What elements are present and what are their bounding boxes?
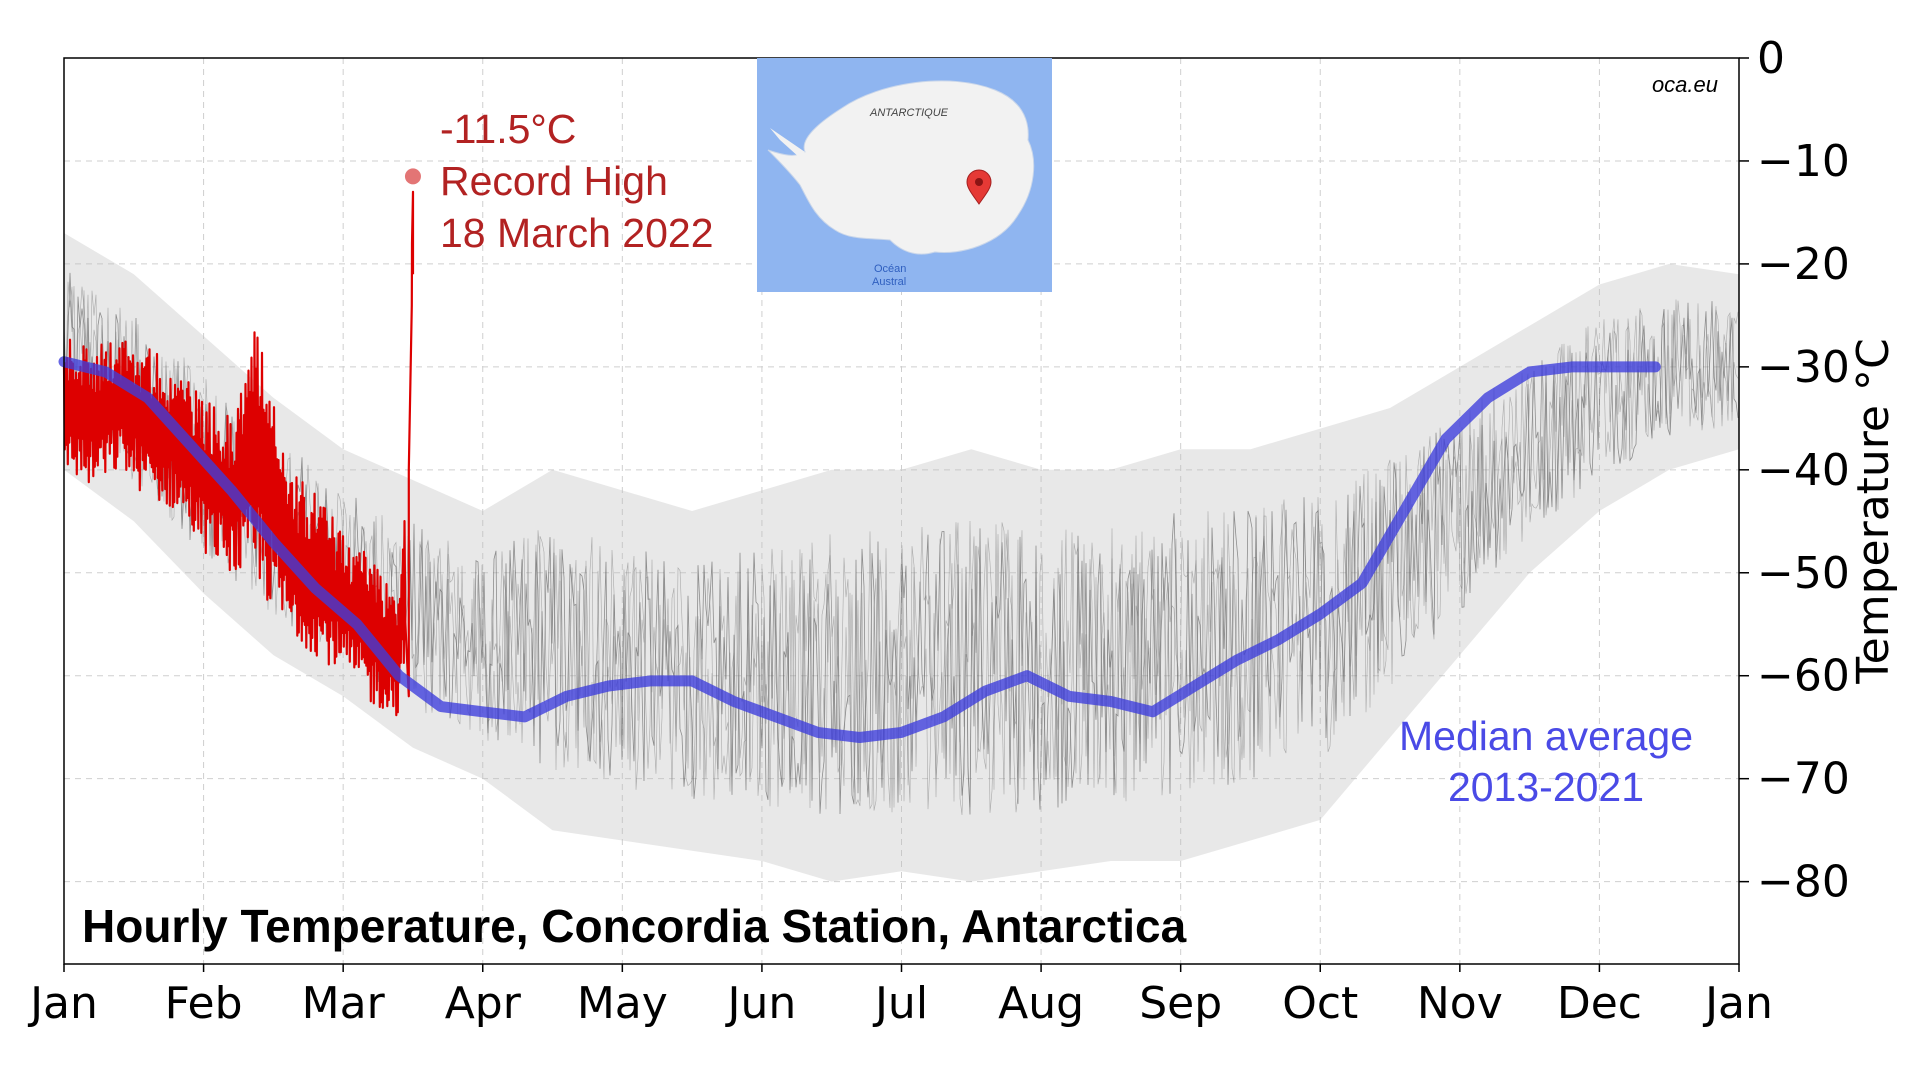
y-tick-label: −20 — [1757, 239, 1850, 290]
series-2022 — [62, 168, 421, 717]
x-tick-label: Jan — [1702, 978, 1773, 1029]
map-label: ANTARCTIQUE — [869, 107, 949, 119]
x-tick-label: Feb — [165, 978, 243, 1029]
record-high-date: 18 March 2022 — [440, 210, 714, 256]
series-median — [58, 356, 1661, 743]
y-tick-label: −40 — [1757, 445, 1850, 496]
x-tick-label: Jul — [872, 978, 928, 1029]
x-tick-label: Jun — [725, 978, 797, 1029]
x-tick-label: Nov — [1417, 978, 1503, 1029]
x-tick-label: Sep — [1139, 978, 1222, 1029]
source-label: oca.eu — [1652, 72, 1718, 97]
series-2022-line — [62, 190, 415, 717]
x-tick-label: Oct — [1282, 978, 1358, 1029]
record-high-point — [404, 168, 421, 185]
map-ocean-label-2: Austral — [872, 276, 906, 288]
x-tick-label: Mar — [302, 978, 386, 1029]
y-tick-label: −60 — [1757, 651, 1850, 702]
y-tick-label: −70 — [1757, 754, 1850, 805]
x-tick-label: May — [577, 978, 668, 1029]
inset-map: ANTARCTIQUE Océan Austral — [757, 58, 1052, 292]
map-peninsula — [770, 128, 805, 158]
median-label-line1: Median average — [1399, 713, 1693, 759]
median-annotation: Median average 2013-2021 — [1399, 713, 1693, 810]
map-ocean-label-1: Océan — [874, 263, 906, 275]
series-median-line — [58, 356, 1661, 743]
record-high-label: Record High — [440, 158, 668, 204]
x-tick-label: Jan — [27, 978, 98, 1029]
map-pin-icon — [966, 169, 992, 205]
y-axis-title: Temperature °C — [1848, 338, 1899, 684]
record-high-value: -11.5°C — [440, 106, 576, 152]
y-tick-label: −50 — [1757, 548, 1850, 599]
chart-title: Hourly Temperature, Concordia Station, A… — [82, 900, 1187, 952]
x-axis: Jan Feb Mar Apr May Jun Jul Aug Sep Oct Nov Dec Jan — [27, 964, 1773, 1029]
y-tick-label: 0 — [1757, 33, 1785, 84]
y-axis: 0 −10 −20 −30 −40 −50 −60 −70 −80 — [1739, 33, 1850, 908]
median-label-line2: 2013-2021 — [1448, 764, 1644, 810]
y-tick-label: −10 — [1757, 136, 1850, 187]
y-tick-label: −30 — [1757, 342, 1850, 393]
y-tick-label: −80 — [1757, 857, 1850, 908]
record-high-annotation: -11.5°C Record High 18 March 2022 — [440, 106, 714, 256]
x-tick-label: Dec — [1557, 978, 1642, 1029]
x-tick-label: Aug — [998, 978, 1084, 1029]
map-antarctica-landmass — [767, 80, 1035, 255]
x-tick-label: Apr — [445, 978, 522, 1029]
